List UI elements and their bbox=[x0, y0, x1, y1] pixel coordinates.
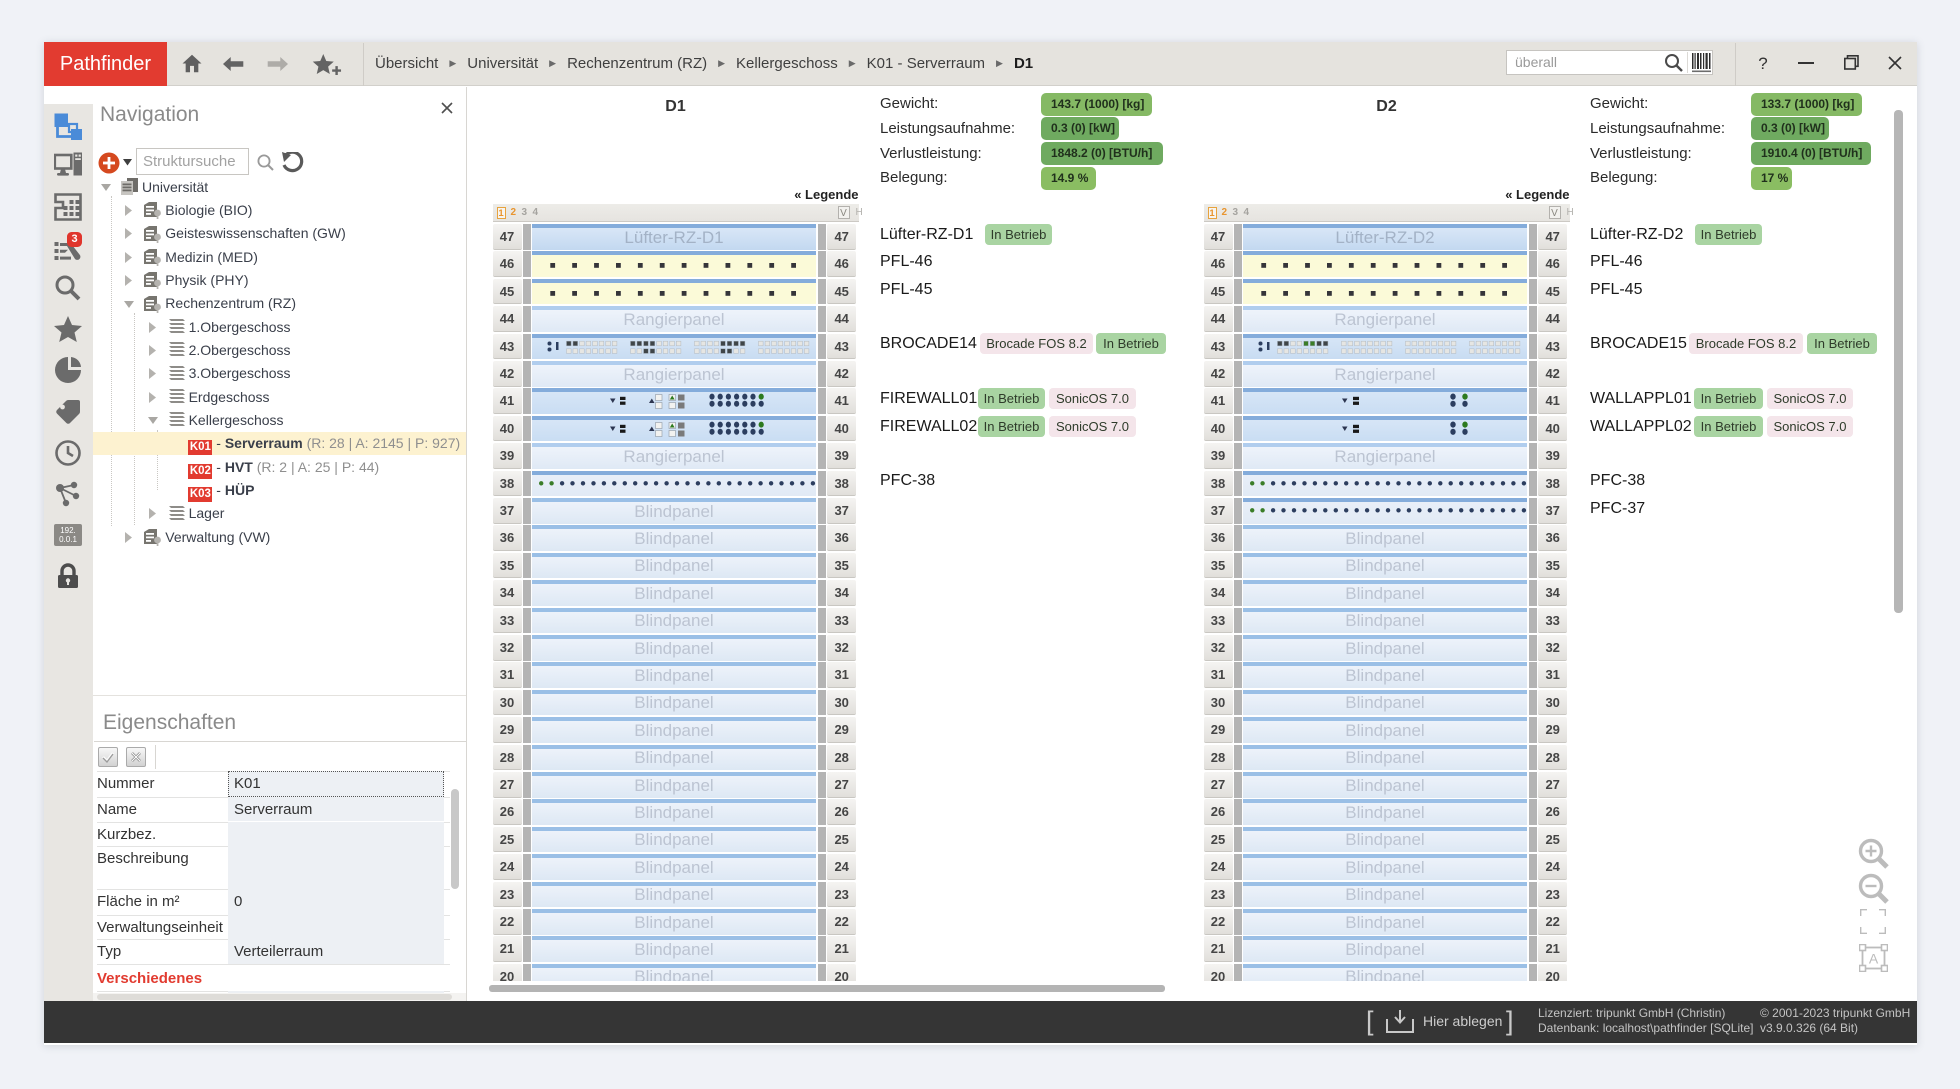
svg-text:0.0.1: 0.0.1 bbox=[59, 535, 77, 544]
svg-text:A: A bbox=[1869, 951, 1879, 967]
svg-text:192.: 192. bbox=[60, 526, 76, 535]
